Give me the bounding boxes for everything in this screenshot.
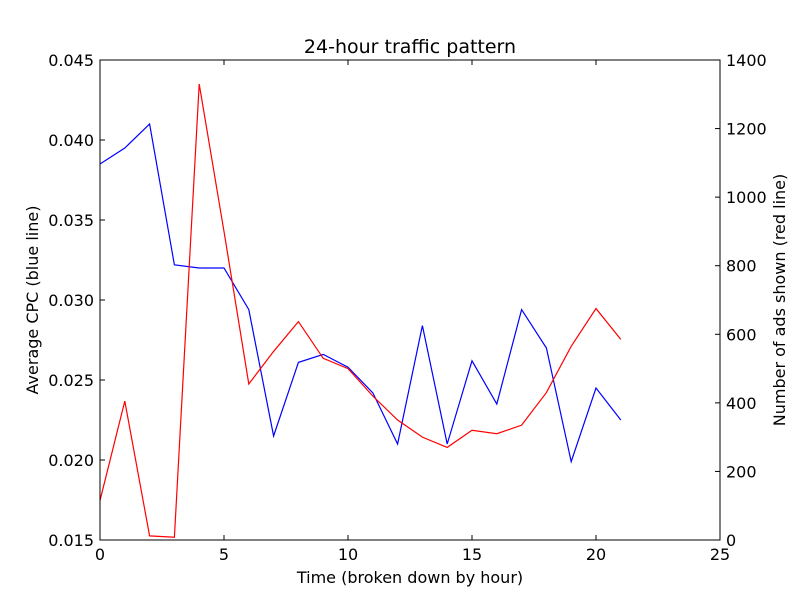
x-axis-label: Time (broken down by hour) [296, 568, 523, 587]
x-tick-label: 20 [586, 545, 606, 564]
y-left-tick-label: 0.030 [48, 291, 94, 310]
y-axis-left: 0.015 0.020 0.025 0.030 0.035 0.040 0.045 [48, 51, 105, 550]
y-right-tick-label: 1400 [726, 51, 767, 70]
x-tick-label: 5 [219, 545, 229, 564]
y-axis-right: 0 200 400 600 800 1000 1200 1400 [715, 51, 767, 550]
chart-title: 24-hour traffic pattern [304, 36, 516, 58]
y-left-tick-label: 0.015 [48, 531, 94, 550]
cpc-line [99, 122, 622, 464]
y-right-tick-label: 800 [726, 257, 757, 276]
y-left-tick-label: 0.040 [48, 131, 94, 150]
y-right-tick-label: 400 [726, 394, 757, 413]
ads-shown-line [99, 83, 622, 538]
y-right-tick-label: 1200 [726, 120, 767, 139]
y-right-tick-label: 200 [726, 462, 757, 481]
x-tick-label: 10 [338, 545, 358, 564]
y-left-tick-label: 0.045 [48, 51, 94, 70]
y-right-tick-label: 1000 [726, 188, 767, 207]
y-right-tick-label: 600 [726, 325, 757, 344]
y-left-tick-label: 0.020 [48, 451, 94, 470]
series-layer [99, 83, 622, 538]
y-left-tick-label: 0.025 [48, 371, 94, 390]
x-tick-label: 15 [462, 545, 482, 564]
x-tick-label: 25 [710, 545, 730, 564]
y-axis-right-label: Number of ads shown (red line) [770, 174, 789, 427]
y-axis-left-label: Average CPC (blue line) [23, 206, 42, 395]
y-right-tick-label: 0 [726, 531, 736, 550]
x-axis: 0 5 10 15 20 25 [95, 60, 730, 564]
x-tick-label: 0 [95, 545, 105, 564]
y-left-tick-label: 0.035 [48, 211, 94, 230]
